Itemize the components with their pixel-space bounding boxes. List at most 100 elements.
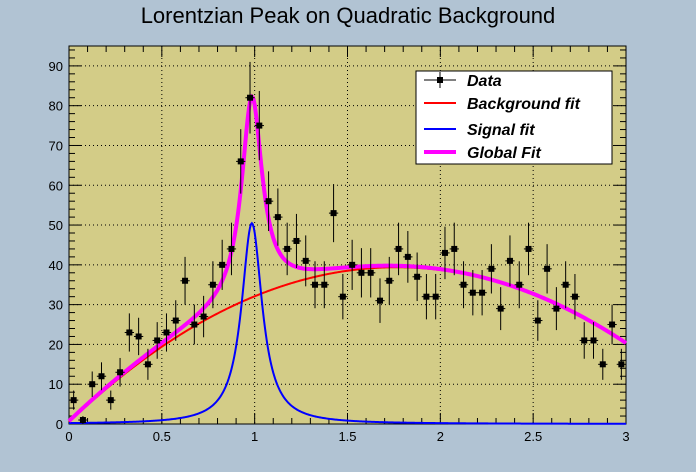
data-marker [599, 361, 606, 368]
data-point [375, 278, 385, 323]
data-point [514, 261, 524, 309]
data-point [523, 222, 534, 276]
data-marker [172, 317, 179, 324]
x-tick-label: 2.5 [524, 429, 542, 444]
data-marker [479, 289, 486, 296]
data-point [579, 322, 589, 359]
data-marker [451, 245, 458, 252]
data-point [458, 261, 469, 309]
data-point [115, 357, 125, 387]
data-marker [182, 277, 189, 284]
data-point [96, 362, 107, 391]
legend-entry-global-fit: Global Fit [424, 145, 541, 162]
data-marker [274, 214, 281, 221]
data-marker [590, 337, 597, 344]
y-tick-label: 0 [56, 417, 63, 432]
x-tick-label: 2 [437, 429, 444, 444]
data-marker [562, 281, 569, 288]
data-point [347, 239, 357, 290]
data-marker [376, 297, 383, 304]
data-marker [284, 245, 291, 252]
data-marker [293, 237, 300, 244]
data-point [468, 270, 478, 316]
data-point [254, 90, 264, 161]
data-point [542, 244, 552, 294]
data-marker [228, 245, 235, 252]
data-marker [219, 261, 226, 268]
data-marker [581, 337, 588, 344]
data-marker [358, 269, 365, 276]
data-marker [386, 277, 393, 284]
data-point [226, 222, 237, 276]
data-point [598, 348, 608, 380]
data-point [273, 188, 283, 246]
data-point [301, 235, 311, 287]
data-point [533, 300, 543, 341]
data-marker [488, 265, 495, 272]
data-marker [367, 269, 374, 276]
data-marker [506, 257, 513, 264]
data-marker [432, 293, 439, 300]
y-tick-label: 60 [49, 178, 63, 193]
data-marker [302, 257, 309, 264]
y-tick-label: 80 [49, 99, 63, 114]
data-marker [265, 198, 272, 205]
data-marker [247, 94, 254, 101]
data-point [338, 273, 348, 320]
data-point [106, 390, 116, 410]
data-point [236, 129, 246, 194]
data-marker [395, 245, 402, 252]
data-marker [609, 321, 616, 328]
data-point [180, 256, 190, 305]
data-point [366, 248, 376, 298]
data-point [69, 390, 79, 410]
data-point [616, 348, 626, 380]
data-point [189, 304, 199, 345]
data-point [319, 261, 329, 309]
data-marker [237, 158, 244, 165]
y-tick-label: 70 [49, 138, 63, 153]
legend: Data Background fit Signal fit Global Fi… [415, 70, 613, 165]
data-point [449, 222, 459, 276]
data-point [431, 273, 441, 320]
data-point [78, 416, 88, 424]
data-marker [256, 122, 263, 129]
data-point [403, 231, 413, 283]
data-marker [144, 361, 151, 368]
data-marker [618, 361, 625, 368]
data-point [384, 256, 394, 305]
data-point [570, 273, 580, 320]
data-marker [70, 397, 77, 404]
data-marker [98, 373, 105, 380]
data-point [124, 313, 134, 352]
legend-label-background-fit: Background fit [467, 96, 581, 113]
y-tick-label: 10 [49, 377, 63, 392]
data-marker [312, 281, 319, 288]
data-marker [79, 417, 86, 424]
data-point [440, 226, 450, 280]
legend-entry-background-fit: Background fit [424, 96, 581, 113]
data-marker [349, 261, 356, 268]
data-point [421, 273, 432, 320]
data-point [477, 270, 487, 316]
data-marker [209, 281, 216, 288]
y-tick-label: 30 [49, 298, 63, 313]
data-point [161, 313, 172, 352]
data-marker [525, 245, 532, 252]
data-points [69, 61, 626, 424]
data-marker [460, 281, 467, 288]
data-marker [191, 321, 198, 328]
data-marker [321, 281, 328, 288]
legend-label-signal-fit: Signal fit [467, 122, 535, 139]
data-point [561, 261, 571, 309]
data-point [291, 213, 302, 269]
data-point [496, 287, 506, 331]
data-marker [200, 313, 207, 320]
legend-data-marker [437, 77, 443, 83]
data-marker [423, 293, 430, 300]
data-marker [330, 210, 337, 217]
signal-fit-curve [68, 221, 626, 425]
data-point [245, 61, 255, 134]
legend-entry-data: Data [424, 72, 502, 90]
